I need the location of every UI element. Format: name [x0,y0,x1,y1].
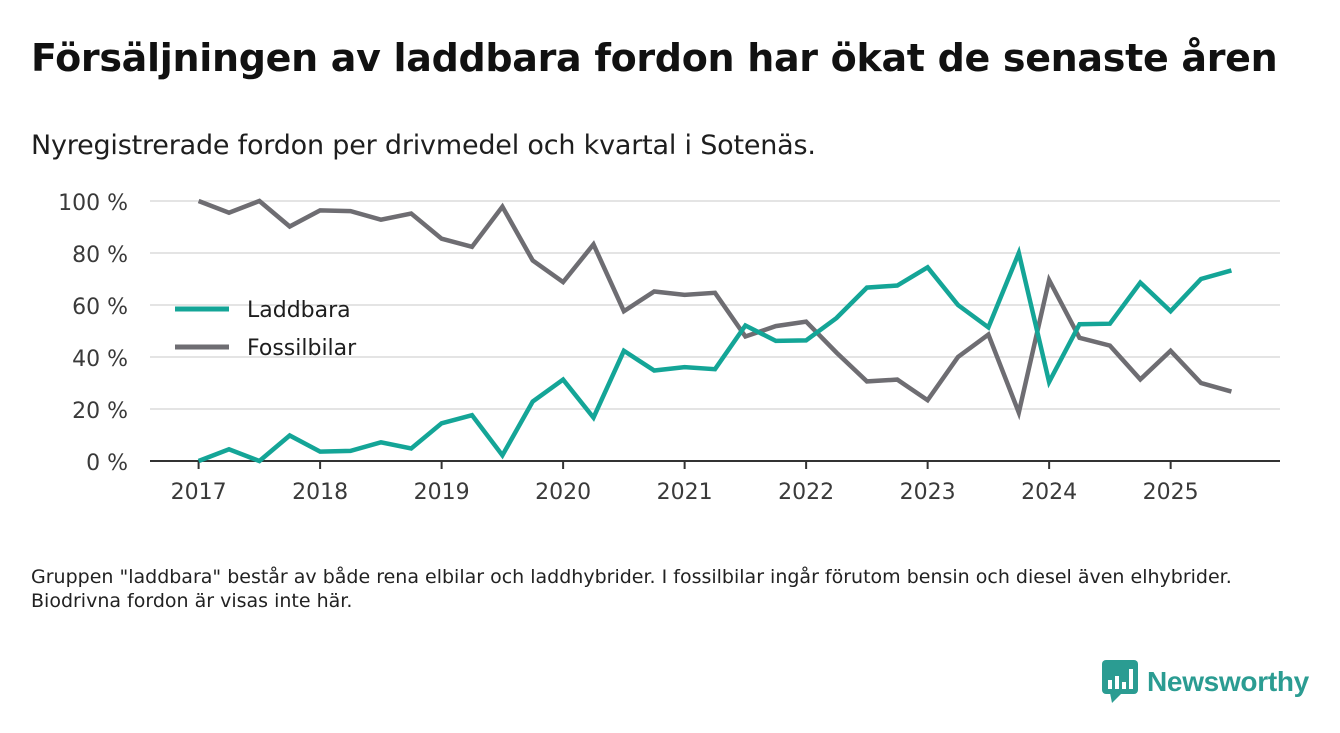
legend: Laddbara Fossilbilar [175,298,357,361]
x-tick-label: 2021 [657,480,713,505]
y-tick-label: 60 % [72,295,128,320]
line-chart: 0 % 20 % 40 % 60 % 80 % 100 % 2017 2018 2019 2020… [58,191,1280,505]
series-line-fossilbilar [197,198,1233,421]
x-tick-label: 2020 [535,480,591,505]
footnote: Gruppen "laddbara" består av både rena e… [31,566,1232,612]
legend-label-laddbara: Laddbara [247,298,351,323]
x-tick-label: 2018 [292,480,348,505]
x-tick-label: 2017 [171,480,227,505]
grid-layer [150,200,1280,410]
y-tick-label: 100 % [58,191,128,216]
series-layer [197,198,1233,464]
chart-title: Försäljningen av laddbara fordon har öka… [31,36,1278,80]
brand-name: Newsworthy [1147,666,1309,697]
newsworthy-logo-icon [1102,660,1138,703]
x-tick-label: 2022 [778,480,834,505]
chart-subtitle: Nyregistrerade fordon per drivmedel och … [31,130,816,161]
x-tick-label: 2024 [1021,480,1077,505]
y-tick-label: 20 % [72,399,128,424]
axis-layer: 0 % 20 % 40 % 60 % 80 % 100 % 2017 2018 2019 2020… [58,191,1280,505]
y-tick-label: 0 % [86,451,128,476]
brand-logo[interactable]: Newsworthy [1102,660,1309,704]
x-tick-label: 2019 [414,480,470,505]
legend-label-fossilbilar: Fossilbilar [247,336,357,361]
series-line-laddbara [197,245,1233,464]
y-tick-label: 80 % [72,243,128,268]
x-tick-label: 2025 [1143,480,1199,505]
x-tick-label: 2023 [900,480,956,505]
y-tick-label: 40 % [72,347,128,372]
